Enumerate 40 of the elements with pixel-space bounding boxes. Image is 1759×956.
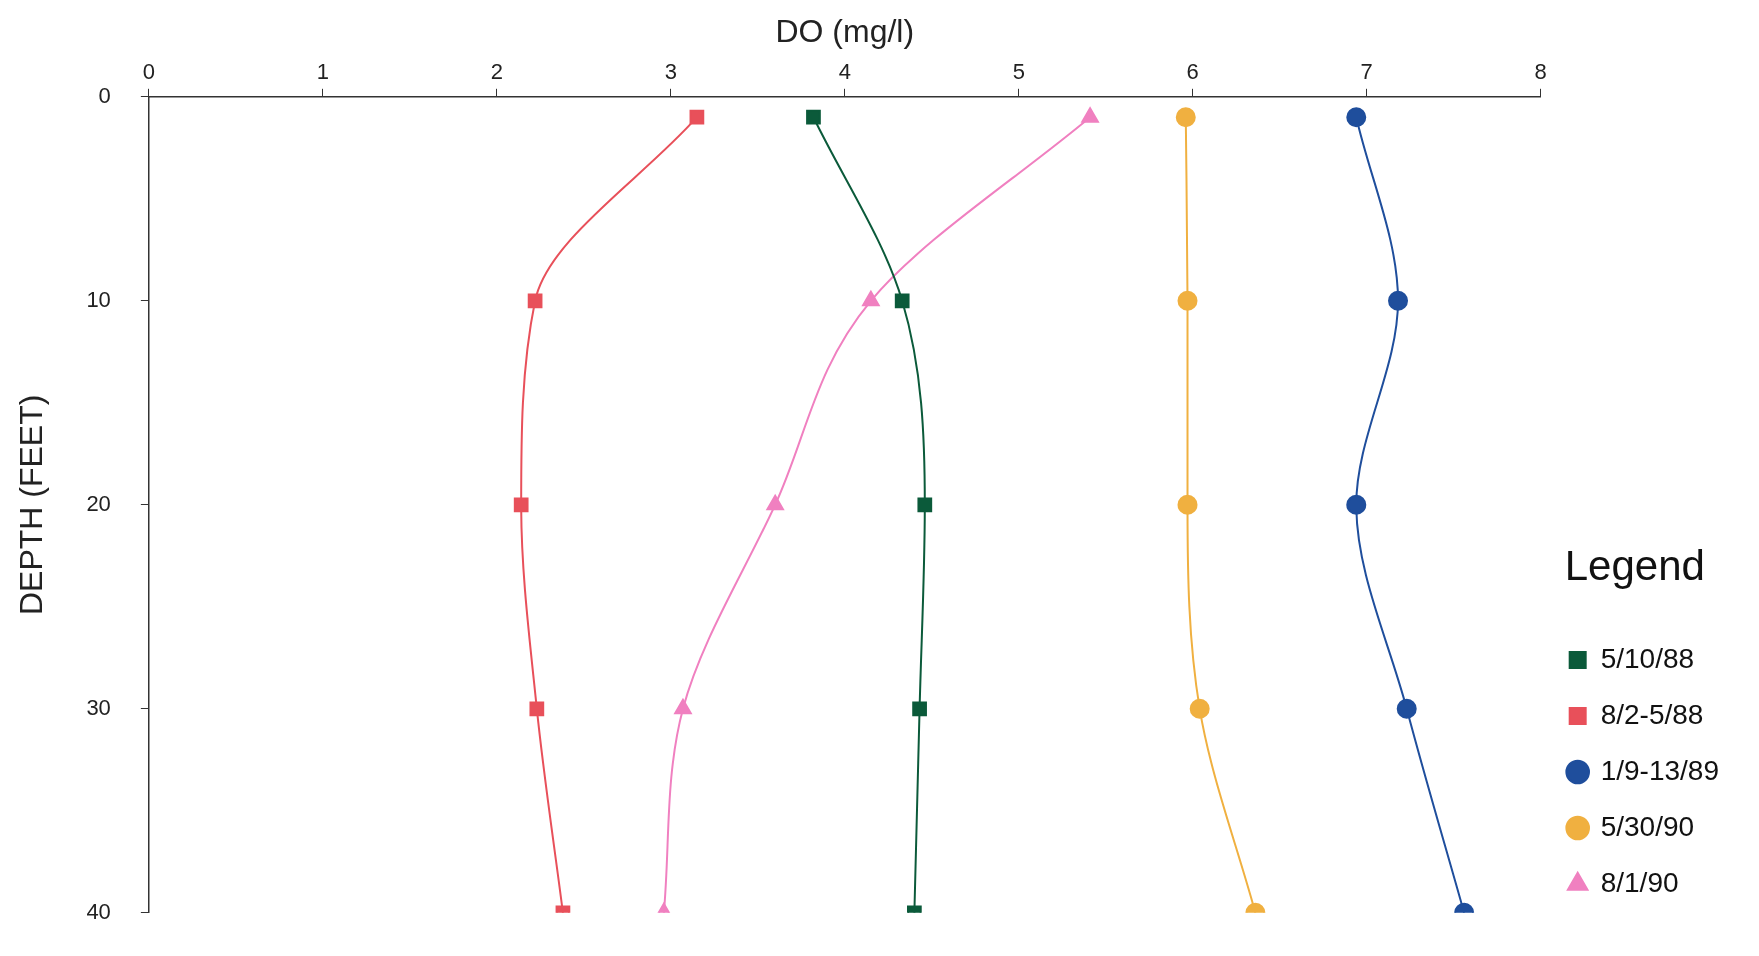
x-tick-label: 0 — [142, 58, 155, 84]
legend-title: Legend — [1564, 542, 1705, 590]
point — [513, 497, 529, 513]
y-tick-label: 30 — [86, 694, 111, 720]
y-tick-label: 40 — [86, 898, 111, 924]
x-tick-label: 2 — [490, 58, 503, 84]
point — [1346, 494, 1367, 515]
point — [1177, 290, 1198, 311]
point — [674, 698, 692, 715]
point — [1396, 698, 1417, 719]
point — [912, 701, 927, 717]
point — [1175, 107, 1196, 128]
x-tick-label: 7 — [1360, 58, 1373, 84]
legend-label: 1/9-13/89 — [1600, 754, 1720, 786]
point — [1346, 107, 1367, 128]
point — [806, 109, 821, 125]
x-tick-label: 4 — [838, 58, 851, 84]
point — [766, 494, 784, 511]
point — [527, 293, 543, 309]
y-tick-label: 0 — [98, 82, 111, 108]
point — [894, 293, 910, 309]
x-tick-label: 1 — [316, 58, 329, 84]
y-axis-title: DEPTH (FEET) — [13, 394, 50, 616]
legend-label: 8/1/90 — [1600, 866, 1679, 898]
legend-label: 5/10/88 — [1600, 642, 1695, 674]
y-tick-label: 10 — [86, 286, 111, 312]
x-tick-label: 5 — [1012, 58, 1025, 84]
point — [917, 497, 933, 513]
x-tick-label: 6 — [1186, 58, 1199, 84]
point — [689, 109, 705, 125]
point — [529, 701, 545, 717]
legend-label: 5/30/90 — [1600, 810, 1695, 842]
y-tick-label: 20 — [86, 490, 111, 516]
legend-label: 8/2-5/88 — [1600, 698, 1704, 730]
x-tick-label: 8 — [1534, 58, 1547, 84]
x-tick-label: 3 — [664, 58, 677, 84]
point — [1388, 290, 1409, 311]
point — [1189, 698, 1210, 719]
x-axis-title: DO (mg/l) — [775, 13, 915, 50]
point — [1177, 494, 1198, 515]
